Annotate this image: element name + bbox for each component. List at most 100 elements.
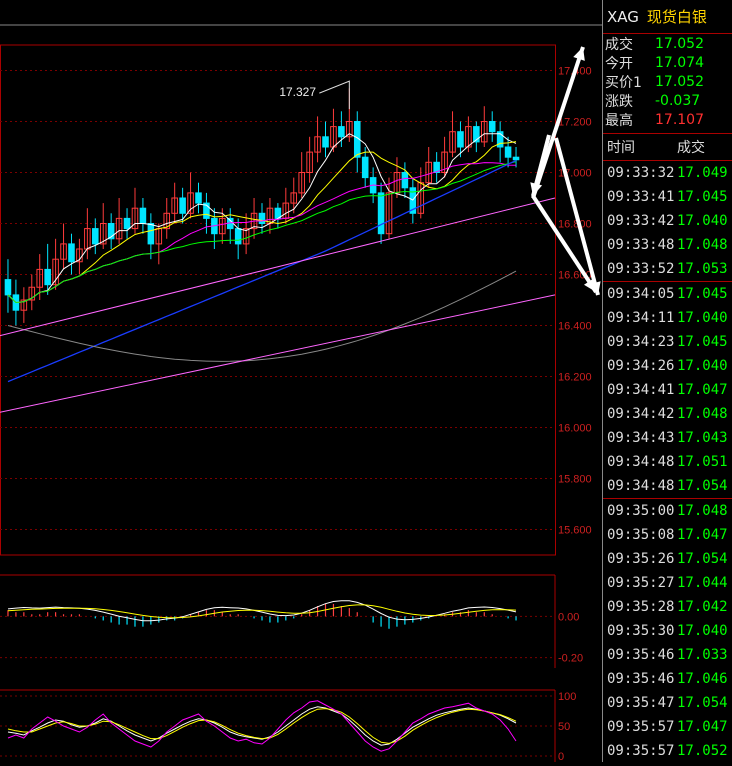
candle-body xyxy=(465,126,472,148)
ma-line xyxy=(7,161,517,304)
tick-time: 09:33:52 xyxy=(607,261,675,277)
tick-price: 17.047 xyxy=(677,719,728,735)
candle-body xyxy=(322,136,329,148)
y-tick-label: 17.200 xyxy=(558,117,592,129)
tick-row: 09:35:27 17.044 xyxy=(603,571,732,595)
candle-body xyxy=(234,228,242,245)
quote-row: 买价1 17.052 xyxy=(603,72,732,91)
tick-list[interactable]: 09:33:32 17.049 09:33:41 17.045 09:33:42 17.0… xyxy=(603,161,732,763)
tick-time: 09:35:46 xyxy=(607,647,675,663)
kdj-line xyxy=(7,708,517,744)
ma-line xyxy=(7,270,517,362)
candle-body xyxy=(504,146,512,158)
candle-body xyxy=(512,156,520,161)
candle-body xyxy=(314,136,321,153)
tick-price: 17.040 xyxy=(677,623,728,639)
quote-label: 今开 xyxy=(605,55,633,72)
candle-body xyxy=(163,212,171,230)
candle-body xyxy=(107,223,115,240)
tick-row: 09:35:26 17.054 xyxy=(603,547,732,571)
tick-time: 09:35:30 xyxy=(607,623,675,639)
candle-body xyxy=(377,192,385,235)
tick-price: 17.048 xyxy=(677,503,728,519)
arrow-head xyxy=(583,278,596,292)
tick-time: 09:34:48 xyxy=(607,478,675,494)
tick-row: 09:34:41 17.047 xyxy=(603,378,732,402)
candle-body xyxy=(179,197,186,214)
candle-body xyxy=(203,202,210,219)
tick-time: 09:34:42 xyxy=(607,406,675,422)
tick-price: 17.045 xyxy=(677,286,728,302)
tick-price: 17.053 xyxy=(677,261,728,277)
tick-row: 09:35:46 17.033 xyxy=(603,643,732,667)
ticks-header-time: 时间 xyxy=(607,140,635,156)
tick-row: 09:33:52 17.053 xyxy=(603,257,732,281)
quote-row: 最高 17.107 xyxy=(603,110,732,129)
tick-time: 09:35:27 xyxy=(607,575,675,591)
tick-row: 09:34:11 17.040 xyxy=(603,306,732,330)
tick-row: 09:34:26 17.040 xyxy=(603,354,732,378)
candle-body xyxy=(473,126,480,143)
candle-body xyxy=(36,268,44,288)
quote-value: -0.037 xyxy=(655,92,701,109)
trend-line xyxy=(0,197,556,337)
kdj-line xyxy=(7,706,517,746)
tick-price: 17.054 xyxy=(677,551,728,567)
tick-row: 09:35:30 17.040 xyxy=(603,619,732,643)
candle-body xyxy=(401,172,409,189)
tick-time: 09:33:48 xyxy=(607,237,675,253)
tick-price: 17.040 xyxy=(677,310,728,326)
quote-value: 17.052 xyxy=(655,73,704,90)
candle-body xyxy=(385,192,393,235)
quote-row: 涨跌 -0.037 xyxy=(603,91,732,110)
tick-price: 17.045 xyxy=(677,334,728,350)
chart-area[interactable]: 17.400 17.200 17.000 16.800 16.600 16.400 16.2… xyxy=(0,0,602,763)
main-panel-frame xyxy=(0,44,556,556)
symbol-code: XAG xyxy=(607,7,639,26)
quote-summary: 成交 17.052 今开 17.074 买价1 17.052 涨跌 -0.037 最高 17.10… xyxy=(603,34,732,129)
ticks-header: 时间 成交 xyxy=(603,133,732,161)
candle-body xyxy=(131,207,139,230)
y-tick-label: 16.000 xyxy=(558,423,592,435)
y-tick-label: -0.20 xyxy=(558,653,583,665)
tick-row: 09:35:00 17.048 xyxy=(603,498,732,523)
quote-row: 今开 17.074 xyxy=(603,53,732,72)
y-tick-label: 50 xyxy=(558,721,570,733)
symbol-name: 现货白银 xyxy=(646,8,707,26)
tick-price: 17.047 xyxy=(677,527,728,543)
tick-price: 17.049 xyxy=(677,165,728,181)
tick-row: 09:34:05 17.045 xyxy=(603,281,732,306)
y-tick-label: 100 xyxy=(558,691,576,703)
candle-body xyxy=(123,217,131,230)
candle-body xyxy=(488,121,496,133)
tick-time: 09:34:23 xyxy=(607,334,675,350)
candle-body xyxy=(258,212,266,225)
quote-label: 涨跌 xyxy=(605,93,633,110)
candle-body xyxy=(219,217,226,235)
tick-time: 09:35:00 xyxy=(607,503,675,519)
y-tick-label: 15.600 xyxy=(558,525,592,537)
candle-body xyxy=(147,223,155,245)
tick-time: 09:35:08 xyxy=(607,527,675,543)
tick-price: 17.043 xyxy=(677,430,728,446)
arrow-annotation xyxy=(554,137,600,296)
tick-time: 09:35:57 xyxy=(607,743,675,759)
y-tick-label: 16.200 xyxy=(558,372,592,384)
ma-line xyxy=(7,141,517,304)
tick-price: 17.051 xyxy=(677,454,728,470)
quote-label: 成交 xyxy=(605,36,633,53)
candle-body xyxy=(457,131,464,148)
high-marker xyxy=(319,80,350,110)
ma-line xyxy=(7,159,517,383)
candle-body xyxy=(20,299,28,311)
candle-body xyxy=(449,131,456,153)
candle-body xyxy=(338,126,345,138)
tick-row: 09:34:48 17.051 xyxy=(603,450,732,474)
candle-body xyxy=(298,172,305,194)
chart-canvas[interactable]: 17.40017.20017.00016.80016.60016.40016.2… xyxy=(0,0,602,763)
tick-row: 09:33:41 17.045 xyxy=(603,185,732,209)
y-tick-label: 16.800 xyxy=(558,219,592,231)
tick-time: 09:34:11 xyxy=(607,310,675,326)
candle-body xyxy=(346,121,353,138)
quote-row: 成交 17.052 xyxy=(603,34,732,53)
